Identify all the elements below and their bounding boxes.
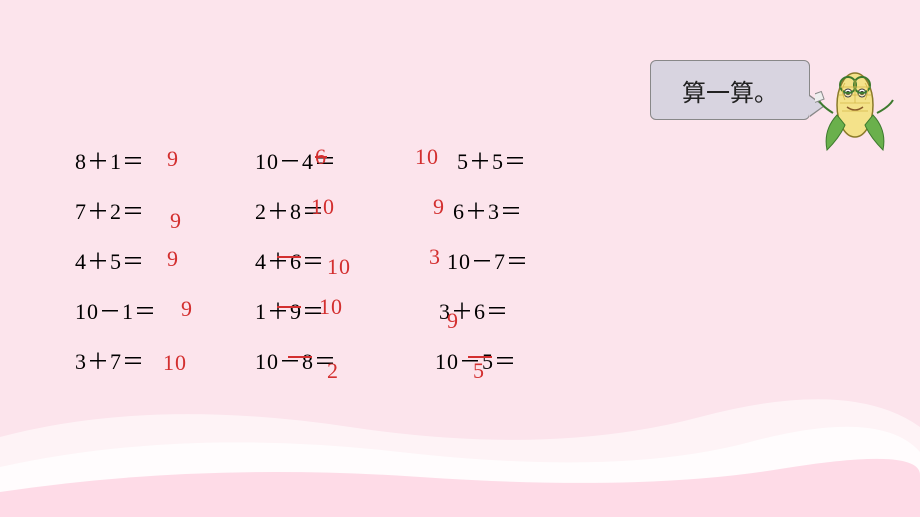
instruction-bubble: 算一算。 [650,60,810,120]
equation-cell: 10－4＝6 [255,140,435,190]
equation-cell: 5＋5＝10 [435,140,615,190]
equation-answer: 9 [433,194,445,220]
strike-overlay [277,256,301,258]
equation-cell: 4＋5＝ 9 [75,240,255,290]
equation-answer: 10 [319,294,343,320]
equation-answer: 9 [167,146,179,172]
equation-expression: 1＋9＝ [255,294,325,326]
equation-expression: 4＋6＝ [255,244,325,276]
equation-answer: 10 [311,194,335,220]
equation-answer: 10 [163,350,187,376]
equation-expression: 10－7＝ [447,244,529,276]
equation-expression: 10－1＝ [75,294,157,326]
corn-mascot [815,55,895,165]
equation-cell: 4＋6＝10 [255,240,435,290]
equation-answer: 9 [170,208,182,234]
equation-cell: 2＋8＝10 [255,190,435,240]
equation-answer: 10 [327,254,351,280]
equation-expression: 10－8＝ [255,344,337,376]
strike-overlay [277,306,301,308]
equations-area: 8＋1＝910－4＝65＋5＝107＋2＝92＋8＝106＋3＝94＋5＝94＋… [75,140,635,390]
equation-cell: 10－7＝3 [435,240,615,290]
equation-expression: 7＋2＝ [75,194,145,226]
equation-cell: 6＋3＝ 9 [435,190,615,240]
equation-expression: 8＋1＝ [75,144,145,176]
equation-answer: 10 [415,144,439,170]
equation-answer: 9 [181,296,193,322]
equation-expression: 3＋7＝ [75,344,145,376]
equation-answer: 9 [447,308,459,334]
equation-answer: 3 [429,244,441,270]
equation-answer: 9 [167,246,179,272]
equation-expression: 6＋3＝ [453,194,523,226]
equation-expression: 4＋5＝ [75,244,145,276]
equation-cell: 10－1＝ 9 [75,290,255,340]
strike-overlay [288,356,312,358]
equation-cell: 1＋9＝10 [255,290,435,340]
equation-answer: 6 [315,144,327,170]
equation-cell: 7＋2＝ 9 [75,190,255,240]
equation-expression: 5＋5＝ [457,144,527,176]
bottom-wave [0,377,920,517]
instruction-text: 算一算。 [682,73,778,108]
equation-cell: 3＋6＝9 [435,290,615,340]
equation-cell: 8＋1＝ 9 [75,140,255,190]
